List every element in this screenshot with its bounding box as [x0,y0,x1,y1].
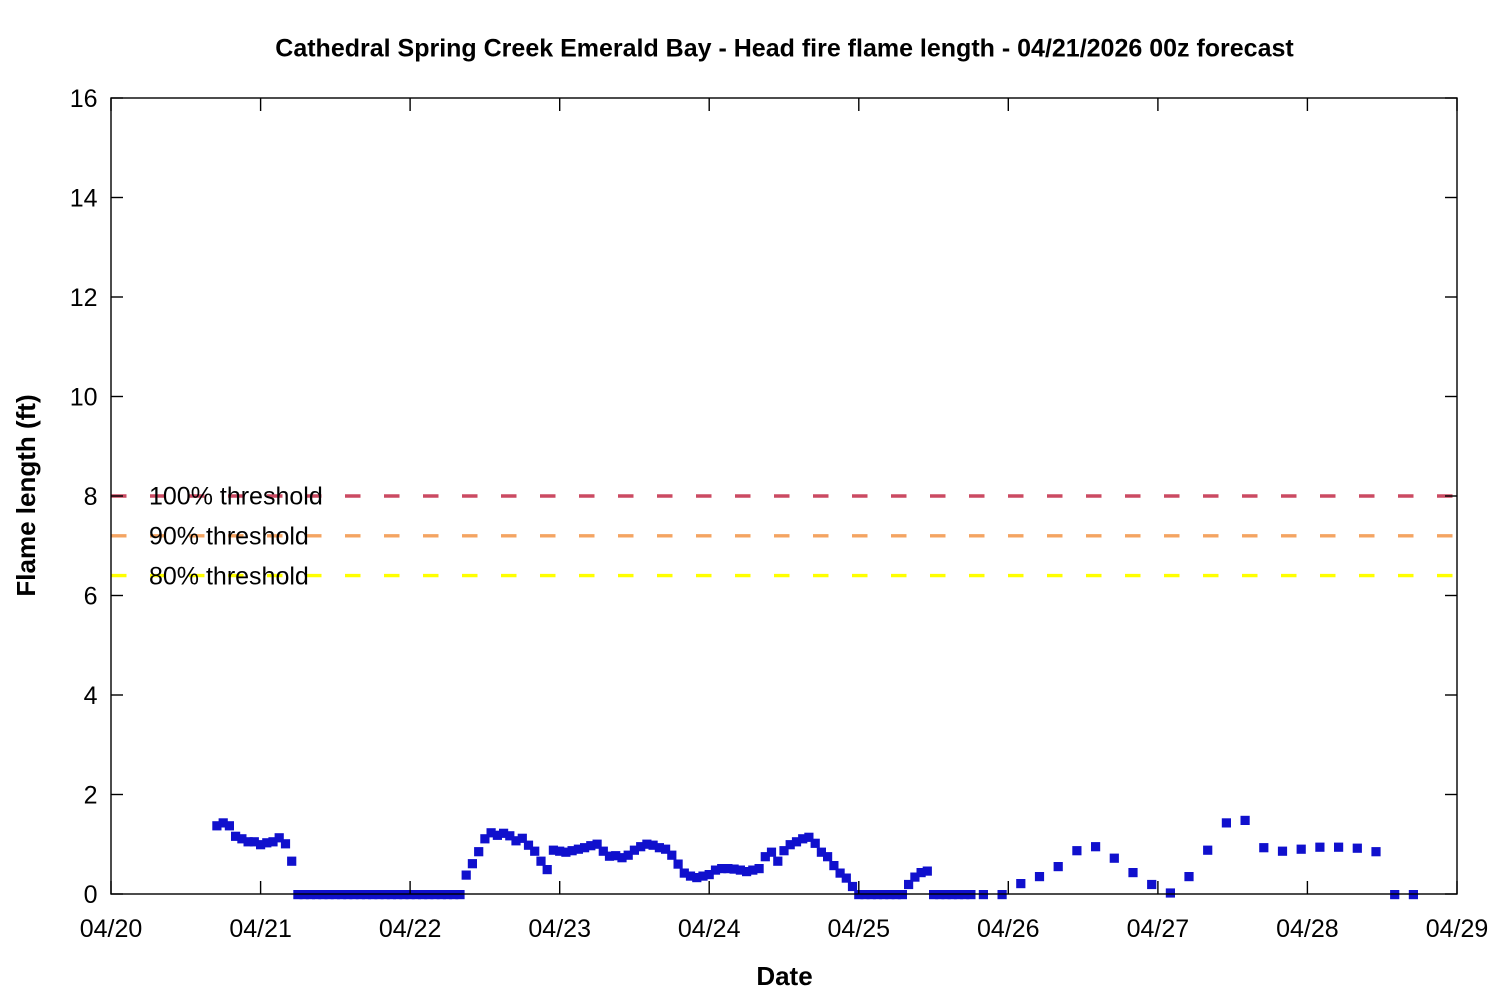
svg-text:14: 14 [70,185,98,213]
svg-text:Date: Date [756,961,812,991]
svg-text:04/27: 04/27 [1127,915,1190,943]
svg-text:4: 4 [84,682,98,710]
svg-text:6: 6 [84,583,98,611]
svg-text:2: 2 [84,782,98,810]
svg-text:04/26: 04/26 [977,915,1040,943]
svg-text:Cathedral Spring Creek Emerald: Cathedral Spring Creek Emerald Bay - Hea… [275,35,1294,63]
svg-text:100% threshold: 100% threshold [149,483,323,511]
svg-text:8: 8 [84,483,98,511]
svg-text:12: 12 [70,284,98,312]
svg-text:04/21: 04/21 [229,915,292,943]
svg-text:10: 10 [70,384,98,412]
svg-text:0: 0 [84,881,98,909]
svg-text:90% threshold: 90% threshold [149,523,309,551]
svg-text:16: 16 [70,85,98,113]
svg-text:80% threshold: 80% threshold [149,562,309,590]
svg-text:04/22: 04/22 [379,915,442,943]
svg-text:04/24: 04/24 [678,915,741,943]
svg-text:04/25: 04/25 [828,915,891,943]
svg-text:Flame length (ft): Flame length (ft) [11,394,41,596]
svg-text:04/20: 04/20 [80,915,143,943]
svg-text:04/28: 04/28 [1276,915,1339,943]
svg-text:04/29: 04/29 [1426,915,1489,943]
svg-text:04/23: 04/23 [528,915,591,943]
